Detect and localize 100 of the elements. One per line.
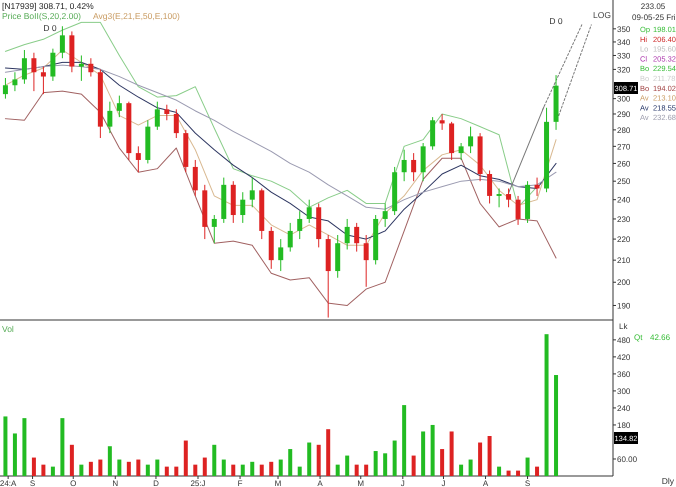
- bar: [383, 453, 388, 476]
- y-tick-label: 350: [617, 24, 631, 34]
- bar: [402, 405, 406, 476]
- bar: [364, 464, 368, 476]
- y-tick-label: 280: [617, 126, 631, 135]
- y-tick-label: 360: [617, 370, 631, 379]
- y-axis-title: Lk: [619, 322, 628, 331]
- bar: [250, 462, 254, 476]
- bar: [450, 431, 454, 476]
- candlestick: [107, 101, 112, 134]
- x-tick-label: F: [238, 479, 243, 487]
- y-tick-label: 220: [617, 235, 631, 244]
- text: 09-05-25 Fri: [632, 13, 676, 22]
- bar: [374, 451, 378, 476]
- bar: [269, 462, 274, 476]
- bar: [60, 418, 64, 476]
- y-tick-label: 270: [617, 142, 631, 152]
- text: Qt 42.66: [634, 333, 671, 342]
- x-tick-label: A: [482, 479, 489, 487]
- y-tick-label: 200: [617, 278, 631, 288]
- candlestick: [468, 126, 474, 154]
- candlestick: [382, 202, 388, 228]
- candlestick: [344, 218, 350, 250]
- x-tick-label: S: [30, 479, 36, 487]
- candlestick: [364, 234, 369, 288]
- candlestick: [288, 222, 293, 252]
- bar: [212, 444, 216, 476]
- bar: [298, 466, 302, 476]
- y-tick-label: 340: [617, 38, 631, 47]
- y-tick-label: 300: [617, 386, 631, 396]
- bar: [478, 442, 482, 476]
- bar: [146, 464, 150, 476]
- annotation: LOG: [593, 10, 611, 20]
- annotation: D 0: [549, 16, 563, 26]
- bar: [202, 458, 207, 476]
- candlestick: [40, 66, 46, 95]
- bar: [468, 460, 473, 476]
- bar: [440, 449, 444, 476]
- candlestick: [31, 52, 36, 92]
- candlestick: [297, 210, 302, 240]
- candlestick: [458, 142, 464, 160]
- y-tick-label: 60.00: [617, 454, 638, 464]
- bar: [88, 462, 93, 476]
- bar: [174, 466, 178, 476]
- candlestick: [164, 104, 170, 121]
- bar: [345, 456, 350, 476]
- x-tick-label: 25:J: [190, 479, 206, 487]
- y-tick-label: 190: [617, 301, 631, 310]
- candlestick: [534, 177, 540, 196]
- bar: [70, 444, 74, 476]
- x-tick-label: 24:A: [0, 479, 18, 487]
- bar: [240, 464, 245, 476]
- bar: [278, 460, 283, 476]
- y-tick-label: 240: [617, 404, 631, 413]
- bar: [288, 449, 292, 476]
- bar: [164, 466, 169, 476]
- bar: [3, 416, 8, 476]
- y-tick-label: 330: [617, 51, 631, 60]
- candlestick: [212, 214, 217, 244]
- bar: [412, 456, 416, 476]
- bar: [155, 460, 160, 476]
- y-tick-label: 320: [617, 65, 631, 74]
- y-tick-label: 290: [617, 110, 631, 119]
- bar: [32, 458, 36, 476]
- bar: [79, 464, 84, 476]
- y-tick-label: 260: [617, 159, 631, 168]
- y-tick-label: 300: [617, 94, 631, 104]
- candlestick: [116, 95, 122, 118]
- candlestick: [12, 72, 18, 92]
- bar: [316, 444, 321, 476]
- bar: [535, 466, 540, 476]
- bar: [326, 429, 330, 476]
- candlestick: [306, 199, 312, 224]
- bar: [554, 375, 558, 476]
- bar: [136, 460, 140, 476]
- annotation: D 0: [43, 23, 57, 33]
- x-tick-label: M: [357, 479, 364, 487]
- bar: [184, 440, 188, 476]
- bar: [12, 433, 17, 476]
- bar: [336, 464, 340, 476]
- y-tick-label: 250: [617, 177, 631, 186]
- bar: [222, 460, 226, 476]
- candlestick: [496, 188, 502, 208]
- bar: [430, 424, 435, 476]
- bar: [193, 464, 198, 476]
- candlestick: [60, 26, 65, 59]
- bar: [421, 431, 426, 476]
- chart-title: [N17939] 308.71, 0.42%: [2, 1, 94, 11]
- x-tick-label: A: [317, 479, 324, 487]
- bar: [488, 436, 492, 476]
- bar: [231, 464, 236, 476]
- annotation: Avg3(E,21,E,50,E,100): [93, 11, 180, 21]
- x-tick-label: J: [400, 479, 405, 487]
- candlestick: [88, 58, 94, 78]
- candlestick: [278, 238, 284, 272]
- bar: [126, 462, 131, 476]
- candlestick: [440, 113, 445, 130]
- y-tick-label: 210: [617, 256, 631, 266]
- annotation: Price BoII(S,20,2.00): [2, 11, 82, 21]
- bar: [544, 334, 549, 476]
